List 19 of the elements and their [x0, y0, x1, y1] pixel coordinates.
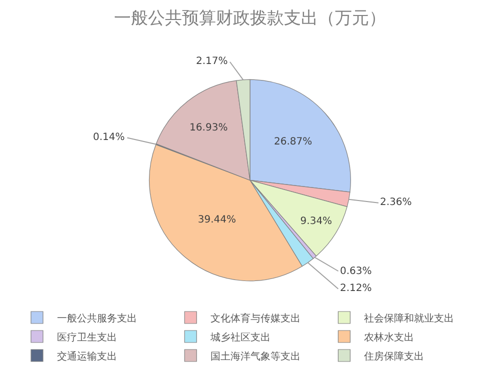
- data-label: 9.34%: [300, 216, 332, 228]
- legend-label: 住房保障支出: [364, 350, 424, 362]
- legend-label: 一般公共服务支出: [57, 312, 137, 324]
- legend-label: 国土海洋气象等支出: [210, 350, 301, 362]
- data-label: 2.12%: [340, 283, 372, 294]
- legend-label: 农林水支出: [364, 331, 414, 344]
- legend-label: 文化体育与传媒支出: [210, 312, 301, 324]
- chart-title: 一般公共预算财政拨款支出（万元）: [114, 8, 386, 28]
- data-label: 2.17%: [196, 56, 228, 67]
- data-label: 26.87%: [274, 136, 312, 148]
- legend-label: 交通运输支出: [57, 350, 117, 362]
- data-label: 16.93%: [190, 122, 228, 134]
- data-label: 39.44%: [198, 214, 236, 226]
- data-label: 0.14%: [93, 132, 125, 143]
- data-label: 0.63%: [340, 266, 372, 277]
- legend-label: 社会保障和就业支出: [364, 312, 454, 324]
- legend-label: 城乡社区支出: [210, 331, 271, 344]
- data-label: 2.36%: [380, 197, 412, 208]
- legend-label: 医疗卫生支出: [57, 331, 117, 344]
